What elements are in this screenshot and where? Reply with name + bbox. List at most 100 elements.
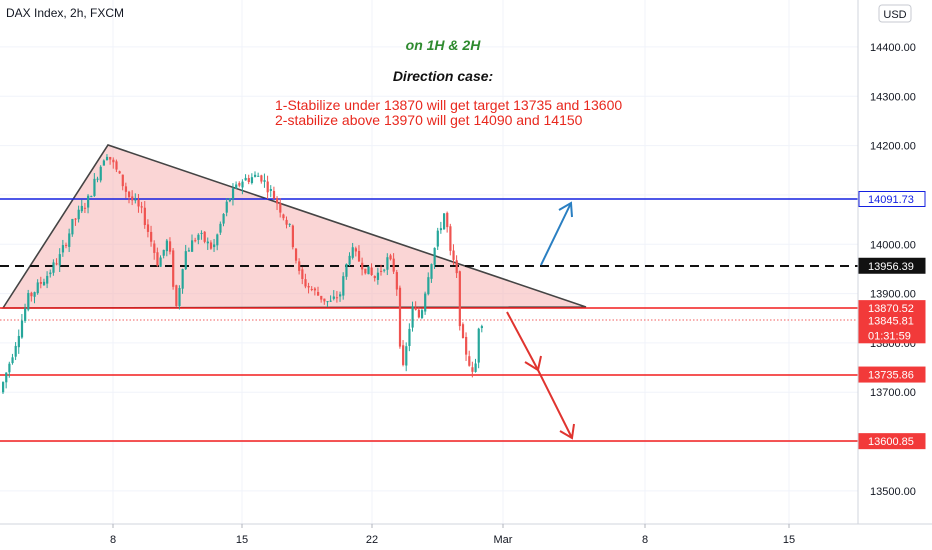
candle [439, 221, 443, 234]
candle [131, 190, 134, 206]
candle [254, 171, 257, 178]
candle [150, 225, 153, 247]
candle [332, 290, 335, 301]
candle [247, 174, 250, 185]
candle [55, 258, 58, 266]
price-tick-label: 14000.00 [870, 239, 916, 251]
candle [285, 216, 288, 229]
candle [376, 267, 380, 285]
candle [339, 291, 342, 302]
candle [304, 273, 307, 289]
price-label-14091-73[interactable]: 14091.73 [858, 191, 926, 207]
candle [307, 282, 310, 294]
candle [449, 223, 452, 256]
price-tick-label: 13900.00 [870, 289, 916, 301]
candle [143, 201, 146, 229]
candle [209, 240, 213, 250]
price-tick-label: 13500.00 [870, 486, 916, 498]
candle [279, 198, 282, 218]
candle [417, 307, 420, 319]
candle [480, 324, 483, 333]
candle [42, 278, 46, 286]
candle [228, 197, 231, 203]
candle [389, 253, 392, 261]
candle [241, 179, 244, 195]
price-label-13870-52[interactable]: 13870.52 [858, 300, 926, 317]
candle [405, 342, 408, 372]
price-tick-label: 13700.00 [870, 387, 916, 399]
candle [373, 275, 376, 282]
candle [178, 285, 181, 310]
candle [140, 201, 143, 214]
candle [477, 327, 480, 369]
candle [168, 237, 172, 255]
candle [272, 186, 276, 200]
candle [244, 174, 247, 181]
candle [320, 295, 323, 303]
price-label-text: 13845.81 [868, 315, 914, 327]
candle [392, 253, 395, 274]
candle [181, 268, 184, 294]
candle [24, 303, 27, 323]
candle [203, 231, 206, 244]
candle [351, 242, 354, 260]
candle [184, 244, 187, 270]
candle [345, 263, 348, 280]
candle [87, 194, 90, 214]
candle [348, 252, 351, 267]
candle [364, 268, 367, 275]
candle [20, 314, 24, 339]
candle [323, 298, 326, 305]
bar-countdown: 01:31:59 [868, 330, 911, 342]
candle [49, 269, 52, 278]
symbol-title[interactable]: DAX Index, 2h, FXCM [6, 6, 124, 20]
candle [443, 212, 446, 231]
candle [80, 199, 83, 214]
bullish-arrow[interactable] [540, 201, 573, 266]
candle [335, 291, 339, 303]
candle [112, 157, 115, 169]
candle [263, 173, 266, 188]
candle [68, 228, 71, 253]
price-label-13956-39[interactable]: 13956.39 [858, 257, 926, 274]
candle [455, 255, 458, 279]
candle [235, 181, 238, 190]
candle [414, 301, 417, 311]
candle [238, 181, 241, 188]
bearish-arrow[interactable] [506, 311, 575, 440]
candle [468, 350, 471, 367]
candle [266, 175, 269, 200]
candle [231, 183, 235, 206]
candle [298, 258, 301, 275]
candle [276, 196, 279, 211]
candle [71, 218, 74, 237]
price-tick-label: 14400.00 [870, 42, 916, 54]
candle [74, 218, 77, 226]
candle [213, 238, 216, 252]
time-axis-ticks[interactable]: 8 15 22 Mar 8 15 [110, 524, 795, 546]
price-tick-label: 14300.00 [870, 91, 916, 103]
price-label-text: 13956.39 [868, 261, 914, 273]
candle [250, 173, 254, 185]
target-note-line-1: 1-Stabilize under 13870 will get target … [275, 97, 622, 113]
price-label-13600-85[interactable]: 13600.85 [858, 433, 926, 450]
candle [96, 176, 99, 183]
price-label-text: 14091.73 [868, 194, 914, 206]
candle [165, 238, 168, 257]
currency-button[interactable]: USD [878, 4, 912, 23]
candle [61, 239, 65, 257]
price-label-13735-86[interactable]: 13735.86 [858, 366, 926, 383]
candle [411, 301, 414, 332]
target-note-line-2: 2-stabilize above 13970 will get 14090 a… [275, 112, 583, 128]
candle [206, 237, 209, 250]
candle [282, 213, 285, 221]
candle [408, 323, 411, 352]
candle [2, 381, 5, 394]
candle [222, 213, 225, 227]
price-label-13845-81[interactable]: 13845.81 01:31:59 [858, 312, 926, 344]
candle [159, 255, 162, 267]
candle [383, 268, 386, 273]
candle [52, 259, 55, 276]
descending-triangle-pattern[interactable] [1, 144, 587, 309]
